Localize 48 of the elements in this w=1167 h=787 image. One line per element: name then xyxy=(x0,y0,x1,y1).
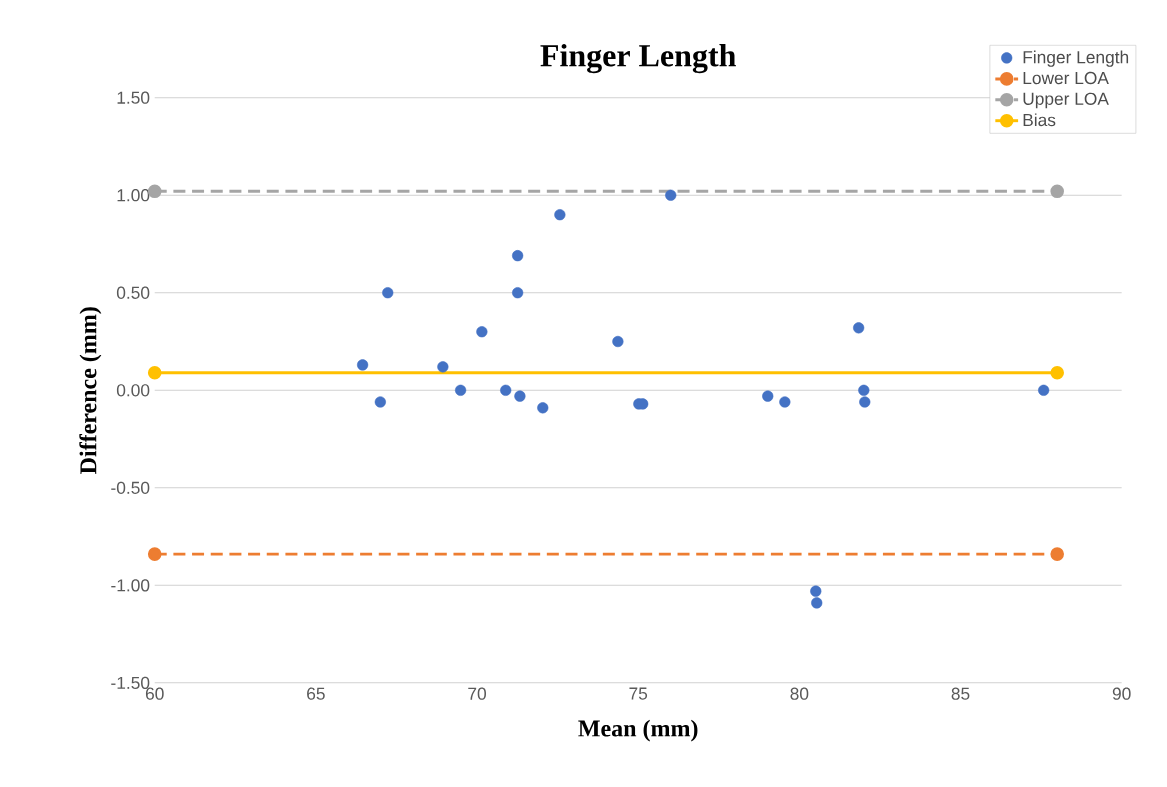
x-tick-label: 85 xyxy=(951,687,970,700)
y-tick-label: -1.50 xyxy=(111,676,150,690)
point xyxy=(554,209,566,221)
point xyxy=(665,189,677,201)
point xyxy=(1038,384,1050,396)
x-tick-label: 70 xyxy=(468,687,486,700)
point xyxy=(1050,547,1064,561)
point xyxy=(382,287,394,299)
y-tick-label: 0.00 xyxy=(116,384,150,397)
legend-label: Bias xyxy=(1023,113,1056,127)
point xyxy=(810,585,822,597)
point xyxy=(374,396,386,408)
y-tick-label: -0.50 xyxy=(111,481,150,494)
x-tick-label: 65 xyxy=(307,687,325,700)
y-tick-label: 0.50 xyxy=(116,286,150,299)
point xyxy=(512,250,524,262)
point xyxy=(476,326,488,338)
y-tick-label: 1.00 xyxy=(117,189,150,202)
point xyxy=(1050,184,1064,199)
x-tick-label: 80 xyxy=(790,687,809,700)
point xyxy=(1050,365,1064,380)
y-axis-title: Difference (mm) xyxy=(79,307,102,474)
point xyxy=(811,597,823,609)
x-tick-label: 90 xyxy=(1112,687,1131,700)
point xyxy=(858,384,870,396)
point xyxy=(779,396,791,408)
legend-label: Lower LOA xyxy=(1023,71,1109,85)
point xyxy=(612,335,624,348)
point xyxy=(514,390,526,402)
point xyxy=(147,547,162,561)
point xyxy=(537,402,549,414)
x-tick-label: 75 xyxy=(629,687,648,700)
point xyxy=(512,287,524,299)
point xyxy=(437,361,449,373)
x-tick-label: 60 xyxy=(145,687,164,700)
point xyxy=(853,322,865,334)
point xyxy=(762,390,774,402)
x-axis-title: Mean (mm) xyxy=(578,719,698,742)
chart-title: Finger Length xyxy=(540,44,736,74)
point xyxy=(147,365,162,380)
legend-label: Upper LOA xyxy=(1023,92,1109,109)
y-tick-label: 1.50 xyxy=(117,91,150,104)
y-tick-label: -1.00 xyxy=(111,579,150,592)
point xyxy=(500,384,512,396)
point xyxy=(454,384,467,396)
point xyxy=(357,359,369,371)
point xyxy=(859,396,871,408)
legend-label: Finger Length xyxy=(1023,50,1129,67)
